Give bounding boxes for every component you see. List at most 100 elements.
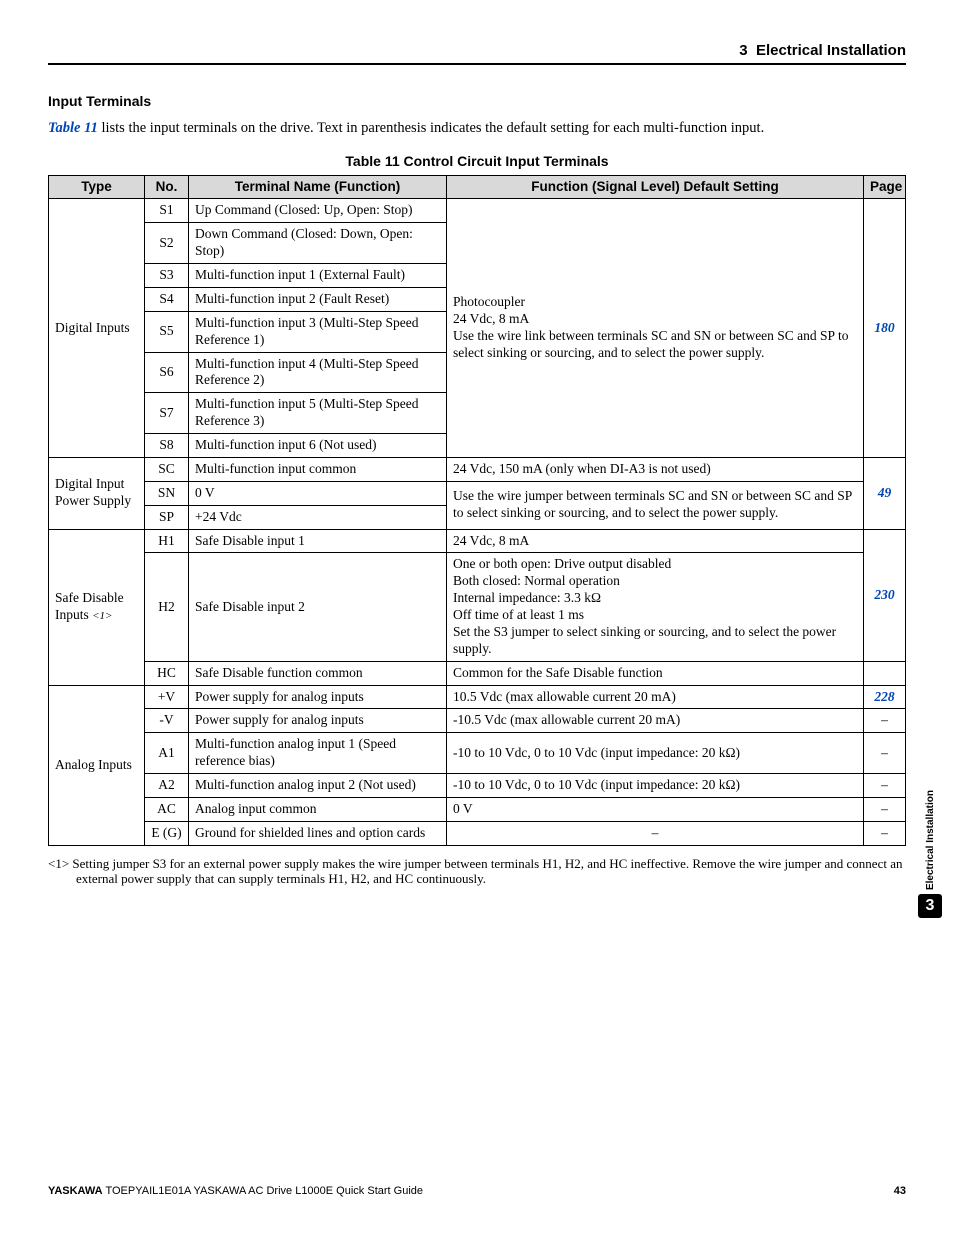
func-cell: Use the wire jumper between terminals SC… bbox=[447, 481, 864, 529]
no-cell: A1 bbox=[145, 733, 189, 774]
func-cell: -10 to 10 Vdc, 0 to 10 Vdc (input impeda… bbox=[447, 733, 864, 774]
no-cell: SN bbox=[145, 481, 189, 505]
no-cell: -V bbox=[145, 709, 189, 733]
table-row: Digital Inputs S1 Up Command (Closed: Up… bbox=[49, 199, 906, 223]
func-cell: One or both open: Drive output disabled … bbox=[447, 553, 864, 661]
type-note: <1> bbox=[92, 610, 112, 622]
no-cell: A2 bbox=[145, 774, 189, 798]
name-cell: 0 V bbox=[189, 481, 447, 505]
name-cell: Multi-function analog input 2 (Not used) bbox=[189, 774, 447, 798]
name-cell: Multi-function input 2 (Fault Reset) bbox=[189, 287, 447, 311]
th-page: Page bbox=[864, 175, 906, 199]
func-cell: -10.5 Vdc (max allowable current 20 mA) bbox=[447, 709, 864, 733]
side-tab: Electrical Installation 3 bbox=[918, 790, 942, 918]
func-cell: -10 to 10 Vdc, 0 to 10 Vdc (input impeda… bbox=[447, 774, 864, 798]
no-cell: S8 bbox=[145, 434, 189, 458]
no-cell: HC bbox=[145, 661, 189, 685]
chapter-num: 3 bbox=[739, 42, 747, 59]
name-cell: Down Command (Closed: Down, Open: Stop) bbox=[189, 223, 447, 264]
page-footer: YASKAWA TOEPYAIL1E01A YASKAWA AC Drive L… bbox=[48, 1185, 906, 1197]
func-cell: – bbox=[447, 821, 864, 845]
no-cell: S3 bbox=[145, 264, 189, 288]
page-link[interactable]: 49 bbox=[864, 457, 906, 529]
no-cell: H2 bbox=[145, 553, 189, 661]
func-cell: 24 Vdc, 150 mA (only when DI-A3 is not u… bbox=[447, 457, 864, 481]
th-name: Terminal Name (Function) bbox=[189, 175, 447, 199]
page-link[interactable]: 228 bbox=[864, 685, 906, 709]
page-cell bbox=[864, 661, 906, 685]
name-cell: Up Command (Closed: Up, Open: Stop) bbox=[189, 199, 447, 223]
no-cell: S1 bbox=[145, 199, 189, 223]
name-cell: Multi-function input 6 (Not used) bbox=[189, 434, 447, 458]
name-cell: Multi-function input 3 (Multi-Step Speed… bbox=[189, 311, 447, 352]
name-cell: Ground for shielded lines and option car… bbox=[189, 821, 447, 845]
chapter-title: Electrical Installation bbox=[756, 42, 906, 59]
type-cell: Digital Inputs bbox=[49, 199, 145, 458]
no-cell: S7 bbox=[145, 393, 189, 434]
type-cell: Analog Inputs bbox=[49, 685, 145, 845]
footer-page-number: 43 bbox=[894, 1185, 906, 1197]
name-cell: Multi-function input common bbox=[189, 457, 447, 481]
no-cell: S5 bbox=[145, 311, 189, 352]
footer-left: YASKAWA TOEPYAIL1E01A YASKAWA AC Drive L… bbox=[48, 1185, 423, 1197]
table-row: E (G) Ground for shielded lines and opti… bbox=[49, 821, 906, 845]
side-tab-badge: 3 bbox=[918, 894, 942, 918]
name-cell: Multi-function input 1 (External Fault) bbox=[189, 264, 447, 288]
func-cell: 24 Vdc, 8 mA bbox=[447, 529, 864, 553]
table-row: -V Power supply for analog inputs -10.5 … bbox=[49, 709, 906, 733]
no-cell: S2 bbox=[145, 223, 189, 264]
name-cell: Power supply for analog inputs bbox=[189, 685, 447, 709]
func-cell: 10.5 Vdc (max allowable current 20 mA) bbox=[447, 685, 864, 709]
type-label: Safe Disable Inputs bbox=[55, 590, 124, 622]
page-cell: – bbox=[864, 821, 906, 845]
footer-brand: YASKAWA bbox=[48, 1185, 103, 1197]
page-cell: – bbox=[864, 733, 906, 774]
type-cell: Digital Input Power Supply bbox=[49, 457, 145, 529]
table-row: Safe Disable Inputs <1> H1 Safe Disable … bbox=[49, 529, 906, 553]
no-cell: SP bbox=[145, 505, 189, 529]
type-cell: Safe Disable Inputs <1> bbox=[49, 529, 145, 685]
no-cell: S6 bbox=[145, 352, 189, 393]
name-cell: Power supply for analog inputs bbox=[189, 709, 447, 733]
name-cell: Multi-function input 4 (Multi-Step Speed… bbox=[189, 352, 447, 393]
table-ref-link[interactable]: Table 11 bbox=[48, 120, 98, 136]
section-title: Input Terminals bbox=[48, 93, 906, 109]
page-cell: – bbox=[864, 797, 906, 821]
th-no: No. bbox=[145, 175, 189, 199]
table-row: HC Safe Disable function common Common f… bbox=[49, 661, 906, 685]
table-row: A1 Multi-function analog input 1 (Speed … bbox=[49, 733, 906, 774]
table-row: Analog Inputs +V Power supply for analog… bbox=[49, 685, 906, 709]
no-cell: SC bbox=[145, 457, 189, 481]
name-cell: Multi-function analog input 1 (Speed ref… bbox=[189, 733, 447, 774]
func-cell: Common for the Safe Disable function bbox=[447, 661, 864, 685]
chapter-header: 3 Electrical Installation bbox=[48, 42, 906, 65]
func-cell: 0 V bbox=[447, 797, 864, 821]
intro-paragraph: Table 11 lists the input terminals on th… bbox=[48, 119, 906, 139]
func-cell: Photocoupler 24 Vdc, 8 mA Use the wire l… bbox=[447, 199, 864, 458]
page-link[interactable]: 180 bbox=[864, 199, 906, 458]
table-row: A2 Multi-function analog input 2 (Not us… bbox=[49, 774, 906, 798]
no-cell: AC bbox=[145, 797, 189, 821]
intro-text: lists the input terminals on the drive. … bbox=[98, 120, 764, 136]
side-tab-label: Electrical Installation bbox=[925, 790, 936, 890]
page-link[interactable]: 230 bbox=[864, 529, 906, 661]
no-cell: E (G) bbox=[145, 821, 189, 845]
name-cell: Safe Disable input 1 bbox=[189, 529, 447, 553]
input-terminals-table: Type No. Terminal Name (Function) Functi… bbox=[48, 175, 906, 846]
th-func: Function (Signal Level) Default Setting bbox=[447, 175, 864, 199]
table-row: AC Analog input common 0 V – bbox=[49, 797, 906, 821]
footnote: <1> Setting jumper S3 for an external po… bbox=[48, 856, 906, 887]
no-cell: S4 bbox=[145, 287, 189, 311]
footer-doc-title: TOEPYAIL1E01A YASKAWA AC Drive L1000E Qu… bbox=[103, 1185, 423, 1197]
no-cell: H1 bbox=[145, 529, 189, 553]
no-cell: +V bbox=[145, 685, 189, 709]
name-cell: +24 Vdc bbox=[189, 505, 447, 529]
name-cell: Multi-function input 5 (Multi-Step Speed… bbox=[189, 393, 447, 434]
table-header-row: Type No. Terminal Name (Function) Functi… bbox=[49, 175, 906, 199]
page-cell: – bbox=[864, 774, 906, 798]
page-cell: – bbox=[864, 709, 906, 733]
name-cell: Safe Disable input 2 bbox=[189, 553, 447, 661]
table-caption: Table 11 Control Circuit Input Terminals bbox=[48, 153, 906, 169]
table-row: Digital Input Power Supply SC Multi-func… bbox=[49, 457, 906, 481]
table-row: SN 0 V Use the wire jumper between termi… bbox=[49, 481, 906, 505]
